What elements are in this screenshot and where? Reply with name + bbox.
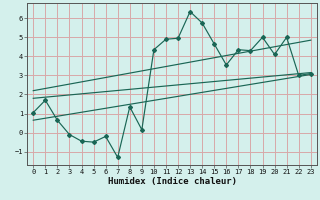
X-axis label: Humidex (Indice chaleur): Humidex (Indice chaleur) <box>108 177 236 186</box>
